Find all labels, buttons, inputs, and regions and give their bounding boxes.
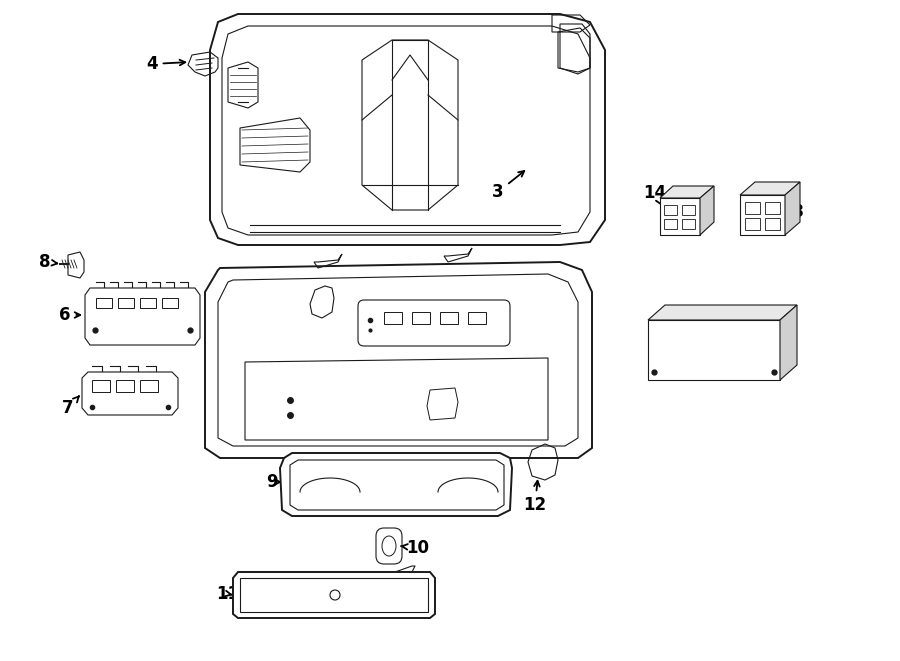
Text: 4: 4 bbox=[146, 55, 185, 73]
Text: 2: 2 bbox=[276, 305, 310, 337]
Polygon shape bbox=[280, 453, 512, 516]
Bar bbox=[765, 218, 780, 230]
Text: 5: 5 bbox=[238, 271, 260, 289]
Text: 3: 3 bbox=[492, 171, 525, 201]
Text: 7: 7 bbox=[62, 396, 79, 417]
Text: 14: 14 bbox=[644, 184, 667, 205]
Text: 9: 9 bbox=[266, 473, 281, 491]
Bar bbox=[140, 298, 156, 308]
Polygon shape bbox=[740, 182, 800, 195]
Polygon shape bbox=[648, 320, 780, 380]
Bar bbox=[468, 312, 486, 324]
Polygon shape bbox=[740, 195, 785, 235]
Text: 12: 12 bbox=[524, 481, 546, 514]
Polygon shape bbox=[660, 198, 700, 235]
Polygon shape bbox=[210, 14, 605, 245]
Text: 15: 15 bbox=[701, 361, 725, 384]
Polygon shape bbox=[700, 186, 714, 235]
Text: 11: 11 bbox=[217, 585, 239, 603]
Bar bbox=[664, 219, 677, 229]
Polygon shape bbox=[648, 305, 797, 320]
Bar bbox=[682, 205, 695, 215]
Bar bbox=[118, 298, 134, 308]
Bar bbox=[140, 380, 158, 392]
Bar bbox=[96, 298, 112, 308]
Text: 8: 8 bbox=[40, 253, 58, 271]
Polygon shape bbox=[205, 262, 592, 458]
Polygon shape bbox=[82, 372, 178, 415]
Text: 10: 10 bbox=[400, 539, 429, 557]
Text: 13: 13 bbox=[781, 203, 805, 221]
Bar bbox=[765, 202, 780, 214]
Polygon shape bbox=[233, 572, 435, 618]
Bar bbox=[440, 312, 458, 324]
Bar bbox=[745, 218, 760, 230]
Bar bbox=[664, 205, 677, 215]
Text: 1: 1 bbox=[542, 393, 561, 411]
Polygon shape bbox=[660, 186, 714, 198]
Polygon shape bbox=[780, 305, 797, 380]
Bar bbox=[412, 312, 430, 324]
Bar bbox=[116, 380, 134, 392]
Polygon shape bbox=[85, 288, 200, 345]
Bar bbox=[682, 219, 695, 229]
Text: 6: 6 bbox=[59, 306, 80, 324]
Bar bbox=[745, 202, 760, 214]
Bar bbox=[384, 312, 402, 324]
Bar bbox=[162, 298, 178, 308]
Bar bbox=[92, 380, 110, 392]
Polygon shape bbox=[785, 182, 800, 235]
